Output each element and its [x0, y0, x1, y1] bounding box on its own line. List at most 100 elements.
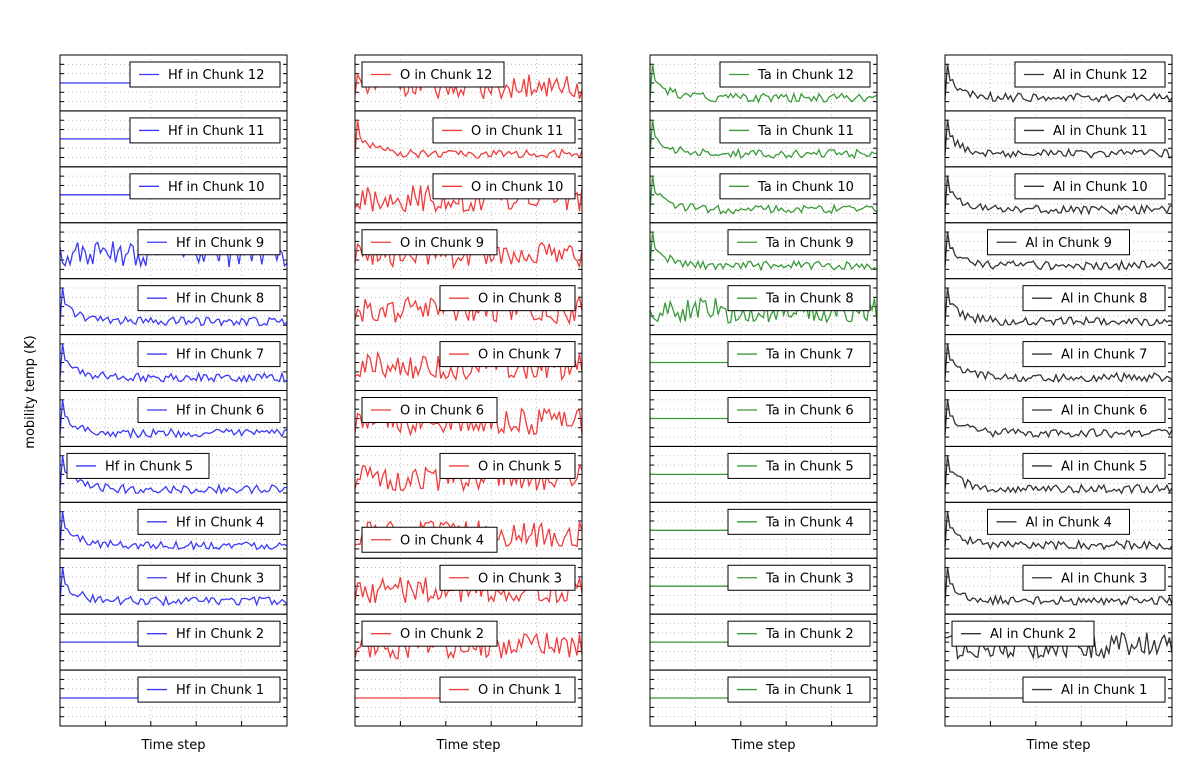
- subplot-o-chunk-5: O in Chunk 5: [354, 445, 583, 503]
- legend: O in Chunk 12: [361, 61, 505, 88]
- legend-label: Ta in Chunk 12: [757, 68, 854, 83]
- subplot-o-chunk-8: O in Chunk 8: [354, 278, 583, 336]
- legend: Ta in Chunk 8: [727, 285, 871, 312]
- series-line-ta-chunk-11: [649, 119, 878, 160]
- legend-label: Ta in Chunk 5: [765, 459, 854, 474]
- subplot-al-chunk-8: Al in Chunk 8: [944, 278, 1173, 336]
- subplot-o-chunk-7: O in Chunk 7: [354, 334, 583, 392]
- legend-label: O in Chunk 2: [400, 627, 484, 642]
- subplot-al-chunk-2: Al in Chunk 2: [944, 613, 1173, 671]
- legend-label: Ta in Chunk 2: [765, 627, 854, 642]
- subplot-ta-chunk-8: Ta in Chunk 8: [649, 278, 878, 336]
- subplot-frame: [59, 669, 288, 727]
- legend: Al in Chunk 12: [1014, 61, 1166, 88]
- subplot-ta-chunk-1: Ta in Chunk 1: [649, 669, 878, 727]
- legend: Ta in Chunk 12: [719, 61, 871, 88]
- legend-label: Ta in Chunk 9: [765, 236, 854, 251]
- legend: Al in Chunk 3: [1022, 564, 1166, 591]
- subplot-al-chunk-3: Al in Chunk 3: [944, 557, 1173, 615]
- legend: Hf in Chunk 8: [137, 285, 281, 312]
- subplot-hf-chunk-10: Hf in Chunk 10: [59, 166, 288, 224]
- legend: Ta in Chunk 2: [727, 620, 871, 647]
- subplot-hf-chunk-12: Hf in Chunk 12: [59, 54, 288, 112]
- legend: Ta in Chunk 7: [727, 341, 871, 368]
- legend: O in Chunk 6: [361, 397, 498, 423]
- subplot-hf-chunk-5: Hf in Chunk 5: [59, 445, 288, 503]
- legend-label: Hf in Chunk 6: [176, 404, 264, 419]
- series-line-al-chunk-6: [944, 399, 1173, 439]
- series-line-o-chunk-2: [354, 631, 583, 660]
- subplot-hf-chunk-2: Hf in Chunk 2: [59, 613, 288, 671]
- legend-label: Al in Chunk 2: [990, 627, 1076, 642]
- subplot-columns: Hf in Chunk 12 Hf in Chunk 11 Hf in Chunk …: [59, 54, 1173, 753]
- x-axis-label: Time step: [1025, 738, 1090, 753]
- legend: Al in Chunk 9: [987, 229, 1130, 256]
- subplot-ta-chunk-12: Ta in Chunk 12: [649, 54, 878, 112]
- legend-label: Al in Chunk 7: [1061, 348, 1147, 363]
- legend: Ta in Chunk 11: [719, 117, 871, 144]
- series-line-ta-chunk-12: [649, 63, 878, 104]
- legend-label: Ta in Chunk 10: [757, 180, 854, 195]
- subplot-o-chunk-3: O in Chunk 3: [354, 557, 583, 615]
- subplot-hf-chunk-9: Hf in Chunk 9: [59, 222, 288, 280]
- legend-box: [137, 564, 281, 591]
- legend: Al in Chunk 8: [1022, 285, 1166, 312]
- legend-label: Hf in Chunk 4: [176, 515, 264, 530]
- series-line-al-chunk-11: [944, 119, 1173, 159]
- legend: Al in Chunk 11: [1014, 117, 1166, 144]
- subplot-hf-chunk-11: Hf in Chunk 11: [59, 110, 288, 168]
- series-line-al-chunk-9: [944, 231, 1173, 272]
- subplot-hf-chunk-7: Hf in Chunk 7: [59, 334, 288, 392]
- legend-label: Ta in Chunk 7: [765, 348, 854, 363]
- subplot-o-chunk-2: O in Chunk 2: [354, 613, 583, 671]
- legend: Hf in Chunk 9: [137, 229, 281, 256]
- legend: Hf in Chunk 6: [137, 397, 281, 423]
- subplot-o-chunk-12: O in Chunk 12: [354, 54, 583, 112]
- subplot-frame: [354, 669, 583, 727]
- series-line-o-chunk-3: [354, 575, 583, 604]
- series-line-hf-chunk-7: [59, 343, 288, 384]
- subplot-o-chunk-11: O in Chunk 11: [354, 110, 583, 168]
- legend: Hf in Chunk 5: [66, 452, 210, 479]
- series-line-ta-chunk-9: [649, 231, 878, 272]
- legend: O in Chunk 9: [361, 229, 498, 256]
- series-line-hf-chunk-4: [59, 511, 288, 551]
- legend-label: Al in Chunk 9: [1026, 236, 1112, 251]
- legend: Hf in Chunk 7: [137, 341, 281, 368]
- legend-label: Hf in Chunk 8: [176, 292, 264, 307]
- x-axis-label: Time step: [435, 738, 500, 753]
- legend: Hf in Chunk 12: [129, 61, 281, 88]
- series-line-al-chunk-10: [944, 175, 1173, 216]
- legend-label: Al in Chunk 12: [1053, 68, 1148, 83]
- legend-label: Hf in Chunk 1: [176, 683, 264, 698]
- legend-label: Ta in Chunk 3: [765, 571, 854, 586]
- legend-label: Al in Chunk 4: [1026, 515, 1112, 530]
- series-line-hf-chunk-6: [59, 399, 288, 440]
- series-line-al-chunk-3: [944, 566, 1173, 607]
- series-line-al-chunk-5: [944, 455, 1173, 495]
- legend-label: Al in Chunk 8: [1061, 292, 1147, 307]
- legend-label: O in Chunk 10: [471, 180, 563, 195]
- legend: Ta in Chunk 6: [727, 397, 871, 423]
- series-line-o-chunk-9: [354, 240, 583, 270]
- legend-label: O in Chunk 11: [471, 124, 563, 139]
- subplot-al-chunk-5: Al in Chunk 5: [944, 445, 1173, 503]
- series-line-hf-chunk-3: [59, 566, 288, 607]
- subplot-o-chunk-6: O in Chunk 6: [354, 390, 583, 447]
- legend-label: Ta in Chunk 4: [765, 515, 854, 530]
- legend-label: Hf in Chunk 10: [168, 180, 264, 195]
- legend-label: Al in Chunk 3: [1061, 571, 1147, 586]
- subplot-ta-chunk-5: Ta in Chunk 5: [649, 445, 878, 503]
- legend-label: Al in Chunk 1: [1061, 683, 1147, 698]
- subplot-al-chunk-1: Al in Chunk 1: [944, 669, 1173, 727]
- legend-box: [361, 397, 498, 423]
- subplot-al-chunk-11: Al in Chunk 11: [944, 110, 1173, 168]
- subplot-al-chunk-10: Al in Chunk 10: [944, 166, 1173, 224]
- series-line-hf-chunk-5: [59, 455, 288, 495]
- legend-label: Hf in Chunk 2: [176, 627, 264, 642]
- subplot-ta-chunk-10: Ta in Chunk 10: [649, 166, 878, 224]
- legend-label: Ta in Chunk 1: [765, 683, 854, 698]
- subplot-o-chunk-10: O in Chunk 10: [354, 166, 583, 224]
- legend-label: Ta in Chunk 6: [765, 404, 854, 419]
- legend: Al in Chunk 1: [1022, 676, 1166, 703]
